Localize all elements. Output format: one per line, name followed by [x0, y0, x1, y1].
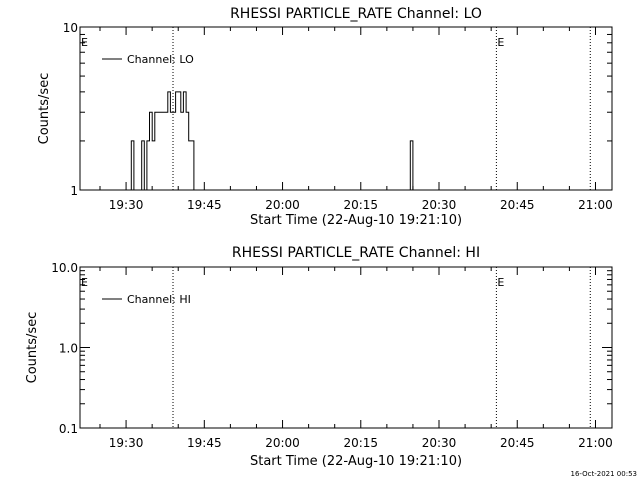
x-axis-label: Start Time (22-Aug-10 19:21:10) — [250, 213, 462, 228]
x-tick-label: 20:45 — [500, 436, 535, 450]
event-marker-label: E — [497, 276, 504, 289]
series-line-channel-lo — [110, 91, 414, 191]
plot-frame — [79, 266, 613, 429]
plot-frame — [79, 26, 613, 191]
event-marker-label: E — [497, 36, 504, 49]
chart-title: RHESSI PARTICLE_RATE Channel: HI — [232, 245, 480, 261]
x-axis-label: Start Time (22-Aug-10 19:21:10) — [250, 454, 462, 469]
y-tick-label: 10 — [63, 21, 78, 35]
x-tick-label: 19:45 — [187, 198, 222, 212]
x-tick-label: 20:30 — [422, 436, 457, 450]
legend-label: Channel: LO — [127, 53, 194, 66]
legend-label: Channel: HI — [127, 293, 191, 306]
marker-label-left: E — [81, 36, 88, 49]
x-tick-label: 20:30 — [422, 198, 457, 212]
x-tick-label: 20:15 — [343, 436, 378, 450]
x-tick-label: 20:15 — [343, 198, 378, 212]
x-tick-label: 21:00 — [578, 198, 613, 212]
panel-lo-channel: RHESSI PARTICLE_RATE Channel: LO 19:30 19:… — [37, 6, 613, 228]
y-axis-label: Counts/sec — [25, 312, 40, 384]
y-tick-label: 1.0 — [59, 342, 78, 356]
y-tick-label: 1 — [70, 184, 78, 198]
x-tick-label: 21:00 — [578, 436, 613, 450]
y-tick-label: 0.1 — [59, 422, 78, 436]
x-tick-label: 20:00 — [265, 198, 300, 212]
x-tick-label: 19:30 — [109, 436, 144, 450]
y-axis-label: Counts/sec — [37, 73, 52, 145]
x-tick-label: 19:30 — [109, 198, 144, 212]
panel-hi-channel: RHESSI PARTICLE_RATE Channel: HI 19:30 19:… — [25, 245, 613, 469]
y-tick-label: 10.0 — [51, 261, 78, 275]
x-tick-label: 20:45 — [500, 198, 535, 212]
marker-label-left: E — [81, 276, 88, 289]
x-tick-label: 19:45 — [187, 436, 222, 450]
x-tick-label: 20:00 — [265, 436, 300, 450]
footer-timestamp: 16-Oct-2021 00:53 — [571, 470, 637, 478]
chart-title: RHESSI PARTICLE_RATE Channel: LO — [230, 6, 482, 22]
